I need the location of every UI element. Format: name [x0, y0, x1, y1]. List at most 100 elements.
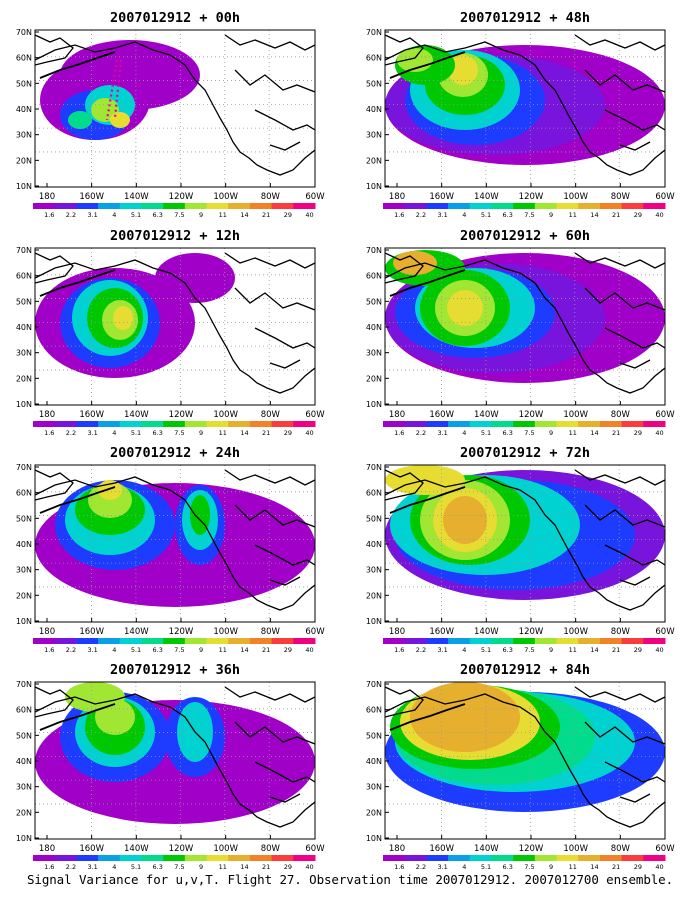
- colorbar-swatch: [643, 855, 666, 861]
- colorbar-swatch: [228, 203, 251, 209]
- colorbar-swatch: [621, 638, 644, 644]
- colorbar-label: 3.1: [437, 863, 447, 871]
- colorbar-swatch: [599, 638, 623, 644]
- coastline: [35, 34, 315, 176]
- panel-title: 2007012912 + 36h: [110, 662, 240, 678]
- colorbar-swatch: [206, 638, 229, 644]
- colorbar-label: 7.5: [174, 646, 184, 654]
- colorbar-swatch: [249, 855, 273, 861]
- lon-label: 80W: [261, 844, 281, 854]
- colorbar-label: 5.1: [481, 429, 491, 437]
- colorbar-swatch: [513, 421, 536, 427]
- colorbar-swatch: [228, 638, 251, 644]
- colorbar-label: 21: [612, 429, 620, 437]
- lon-label: 140W: [474, 627, 499, 637]
- map-panel-36h: 2007012912 + 36h 70N 60N 50N 40N 30N 20N 10N 180…: [16, 662, 325, 871]
- colorbar-swatch: [184, 203, 208, 209]
- colorbar-swatch: [184, 638, 208, 644]
- colorbar-swatch: [119, 855, 142, 861]
- colorbar-swatch: [249, 203, 273, 209]
- colorbar-label: 14: [240, 646, 248, 654]
- lat-label: 50N: [16, 297, 32, 306]
- lon-label: 80W: [611, 410, 631, 420]
- lat-label: 60N: [16, 54, 32, 63]
- lon-label: 60W: [305, 627, 325, 637]
- colorbar-label: 5.1: [131, 429, 141, 437]
- colorbar-label: 29: [284, 646, 292, 654]
- colorbar-label: 5.1: [481, 646, 491, 654]
- lon-label: 140W: [474, 410, 499, 420]
- lat-label: 40N: [16, 540, 32, 549]
- colorbar-swatch: [556, 203, 579, 209]
- variance-contour: [447, 290, 483, 326]
- colorbar-label: 29: [284, 429, 292, 437]
- colorbar-swatch: [578, 855, 601, 861]
- colorbar-swatch: [643, 638, 666, 644]
- lon-label: 60W: [655, 192, 675, 202]
- panel-title: 2007012912 + 72h: [460, 445, 590, 461]
- colorbar-label: 11: [569, 646, 577, 654]
- colorbar-label: 7.5: [174, 211, 184, 219]
- lat-label: 10N: [366, 182, 382, 191]
- colorbar-swatch: [141, 421, 164, 427]
- lon-label: 180: [39, 192, 55, 202]
- colorbar-label: 9: [549, 646, 553, 654]
- colorbar-swatch: [54, 203, 77, 209]
- colorbar-swatch: [163, 421, 186, 427]
- coastline: [385, 686, 665, 828]
- colorbar-swatch: [448, 203, 471, 209]
- lon-label: 100W: [213, 844, 238, 854]
- colorbar-swatch: [119, 421, 142, 427]
- variance-field: [35, 248, 315, 405]
- lon-label: 120W: [519, 627, 544, 637]
- colorbar: 1.6 2.2 3.1 4 5.1 6.3 7.5 9 11 14 21 29 40: [383, 855, 666, 871]
- colorbar-label: 4: [462, 211, 466, 219]
- lon-label: 180: [389, 627, 405, 637]
- colorbar-swatch: [578, 421, 601, 427]
- lat-label: 40N: [366, 323, 382, 332]
- colorbar-label: 40: [655, 429, 663, 437]
- variance-contour: [155, 253, 235, 303]
- coastline: [385, 469, 665, 611]
- colorbar-swatch: [556, 855, 579, 861]
- colorbar-label: 6.3: [503, 211, 513, 219]
- colorbar-swatch: [534, 203, 558, 209]
- colorbar-swatch: [491, 855, 514, 861]
- lon-label: 60W: [655, 844, 675, 854]
- lon-label: 80W: [611, 844, 631, 854]
- colorbar-swatch: [249, 638, 273, 644]
- lat-label: 70N: [366, 680, 382, 689]
- colorbar-label: 40: [655, 646, 663, 654]
- lon-label: 140W: [124, 192, 149, 202]
- map-panel-48h: 2007012912 + 48h 70N 60N 50N 40N 30N 20N 10N 180…: [366, 10, 675, 219]
- colorbar-swatch: [54, 855, 77, 861]
- lon-label: 160W: [429, 627, 454, 637]
- colorbar-swatch: [469, 203, 492, 209]
- colorbar: 1.6 2.2 3.1 4 5.1 6.3 7.5 9 11 14 21 29 40: [33, 421, 316, 437]
- lon-label: 120W: [169, 844, 194, 854]
- colorbar-swatch: [76, 855, 99, 861]
- colorbar-label: 4: [112, 429, 116, 437]
- colorbar-label: 29: [634, 429, 642, 437]
- colorbar-label: 5.1: [481, 863, 491, 871]
- panel-title: 2007012912 + 12h: [110, 228, 240, 244]
- lon-label: 160W: [79, 192, 104, 202]
- lon-label: 100W: [563, 192, 588, 202]
- colorbar-label: 4: [112, 863, 116, 871]
- colorbar-label: 5.1: [131, 646, 141, 654]
- colorbar-label: 14: [240, 211, 248, 219]
- colorbar-swatch: [383, 421, 406, 427]
- variance-contour: [113, 306, 133, 330]
- colorbar-label: 5.1: [131, 211, 141, 219]
- lat-label: 30N: [366, 783, 382, 792]
- lon-label: 180: [39, 410, 55, 420]
- map-panel-12h: 2007012912 + 12h 70N 60N 50N 40N 30N 20N 10N 180…: [16, 228, 325, 437]
- colorbar-swatch: [206, 203, 229, 209]
- colorbar-label: 4: [462, 646, 466, 654]
- colorbar-swatch: [448, 638, 471, 644]
- colorbar-swatch: [426, 855, 449, 861]
- colorbar-label: 5.1: [131, 863, 141, 871]
- colorbar-label: 9: [549, 429, 553, 437]
- colorbar-swatch: [383, 203, 406, 209]
- colorbar-label: 6.3: [153, 646, 163, 654]
